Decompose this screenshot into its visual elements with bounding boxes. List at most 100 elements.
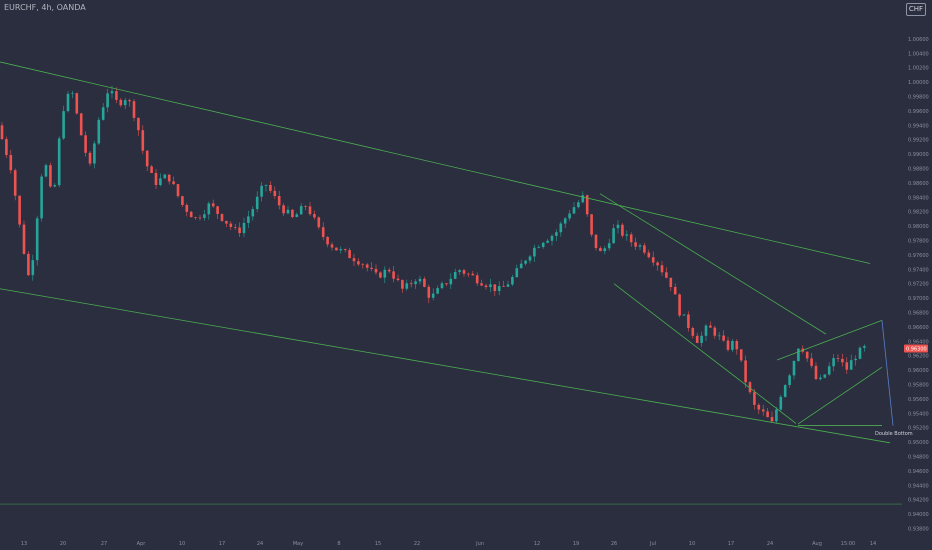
candle-body xyxy=(621,224,624,236)
candle-body xyxy=(726,340,730,350)
candle-body xyxy=(159,178,162,186)
y-tick-label: 0.95600 xyxy=(908,397,929,403)
x-tick-label: 19 xyxy=(573,541,579,547)
y-tick-label: 0.93800 xyxy=(908,527,929,533)
currency-badge[interactable]: CHF xyxy=(906,3,926,16)
wedge-upper-line[interactable] xyxy=(599,193,827,335)
time-axis[interactable]: 13 20 27 Apr 10 17 24 May 8 15 22 Jun 12 19 26 Jul 10 17 2… xyxy=(21,541,876,547)
y-tick-label: 0.97000 xyxy=(908,296,929,302)
candle-body xyxy=(797,348,800,361)
candle-body xyxy=(779,396,783,410)
candle-body xyxy=(13,170,17,196)
candle-body xyxy=(75,93,79,114)
candle-body xyxy=(255,196,259,210)
candle-body xyxy=(431,293,435,298)
candle-body xyxy=(172,181,175,185)
y-tick-label: 0.97400 xyxy=(908,267,929,273)
candle-body xyxy=(229,223,233,228)
candle-body xyxy=(189,211,193,218)
y-tick-label: 0.99200 xyxy=(908,138,929,144)
projection-line[interactable] xyxy=(881,320,894,426)
candle-body xyxy=(198,217,202,219)
x-tick-label: 10 xyxy=(689,541,695,547)
price-axis[interactable]: 1.00600 1.00400 1.00200 1.00000 0.99800 0.996… xyxy=(904,37,929,533)
candle-body xyxy=(537,247,541,248)
candle-body xyxy=(27,253,30,276)
x-tick-label: 22 xyxy=(414,541,420,547)
candle-body xyxy=(519,263,523,269)
candle-body xyxy=(247,216,250,223)
candle-body xyxy=(44,165,48,177)
x-tick-label: 12 xyxy=(534,541,540,547)
candle-body xyxy=(154,173,158,186)
candle-body xyxy=(396,278,400,281)
x-tick-label: 17 xyxy=(728,541,734,547)
candle-body xyxy=(585,195,589,215)
candle-body xyxy=(458,270,461,272)
candle-body xyxy=(555,232,558,236)
candle-body xyxy=(220,213,224,221)
triangle-upper-line[interactable] xyxy=(776,320,883,361)
candle-body xyxy=(330,244,334,248)
candle-body xyxy=(207,203,211,215)
y-tick-label: 0.94600 xyxy=(908,469,929,475)
candle-body xyxy=(695,335,699,343)
candle-body xyxy=(845,362,849,370)
candle-body xyxy=(480,283,483,286)
candle-body xyxy=(524,260,527,264)
candle-body xyxy=(110,91,114,94)
candle-body xyxy=(97,119,101,144)
candle-body xyxy=(216,206,219,214)
candle-body xyxy=(863,346,866,348)
candle-body xyxy=(788,375,791,386)
candle-body xyxy=(489,284,492,288)
candle-body xyxy=(453,271,457,279)
candle-body xyxy=(541,242,545,248)
y-tick-label: 0.98800 xyxy=(908,167,929,173)
wedge-lower-line[interactable] xyxy=(613,283,797,424)
candle-body xyxy=(559,223,563,233)
y-tick-label: 1.00200 xyxy=(908,66,929,72)
x-tick-label: Jun xyxy=(475,541,484,547)
candle-body xyxy=(181,196,184,205)
candle-body xyxy=(775,409,778,422)
candle-body xyxy=(739,349,743,361)
candle-body xyxy=(211,203,215,207)
candle-body xyxy=(106,93,109,108)
candle-body xyxy=(387,269,391,272)
channel-lower-line[interactable] xyxy=(0,288,891,444)
candle-body xyxy=(176,184,180,197)
candle-body xyxy=(638,245,642,247)
triangle-lower-line[interactable] xyxy=(797,366,883,425)
candle-body xyxy=(634,242,637,247)
candle-body xyxy=(440,283,444,289)
candle-body xyxy=(203,214,206,218)
current-price-tag xyxy=(904,344,928,353)
candle-body xyxy=(563,218,567,224)
candle-body xyxy=(854,358,857,361)
candle-body xyxy=(361,264,365,266)
candle-body xyxy=(101,107,105,120)
candle-body xyxy=(9,154,13,171)
candle-body xyxy=(704,325,708,336)
candle-body xyxy=(673,287,677,295)
candle-body xyxy=(62,111,65,139)
y-tick-label: 0.95000 xyxy=(908,440,929,446)
y-tick-label: 0.99400 xyxy=(908,123,929,129)
x-tick-label: Jul xyxy=(649,541,656,547)
candlestick-series xyxy=(0,85,866,424)
candle-body xyxy=(757,404,761,410)
candle-body xyxy=(841,358,844,363)
candle-body xyxy=(568,213,571,219)
candle-body xyxy=(511,277,514,285)
candle-body xyxy=(93,143,96,164)
y-tick-label: 0.98400 xyxy=(908,195,929,201)
candle-body xyxy=(22,224,26,254)
candle-body xyxy=(137,117,140,131)
channel-upper-line[interactable] xyxy=(0,61,871,264)
candle-body xyxy=(251,209,255,217)
candle-body xyxy=(810,358,813,366)
candle-body xyxy=(682,314,686,316)
y-tick-label: 0.95200 xyxy=(908,426,929,432)
